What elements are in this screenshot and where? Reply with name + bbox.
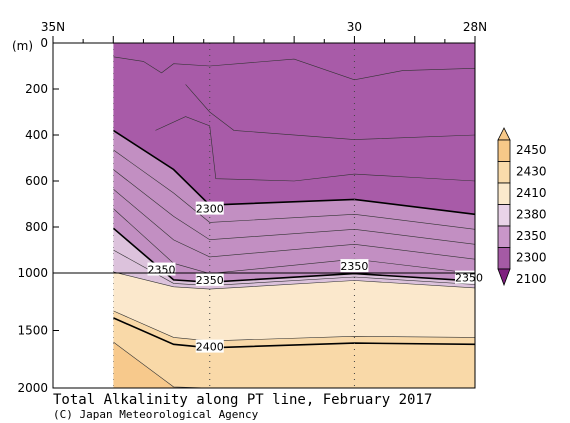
x-tick-label: 28N [463, 20, 487, 34]
y-tick-label: 600 [25, 174, 48, 188]
band-below-2300 [113, 43, 476, 215]
y-tick-label: 400 [25, 128, 48, 142]
thin-contour-upper-2 [185, 84, 476, 140]
contour-label-bg [454, 270, 483, 284]
contour-label: 2400 [196, 341, 224, 354]
contour-label-bg [195, 339, 224, 353]
x-axis: 35N 30 28N [41, 20, 487, 43]
thin-contour-upper-0 [113, 56, 476, 81]
legend-label: 2430 [516, 165, 547, 179]
contour-bands [113, 43, 476, 388]
chart-title: Total Alkalinity along PT line, February… [53, 392, 432, 408]
legend-label: 2300 [516, 251, 547, 265]
y-tick-label: 200 [25, 82, 48, 96]
legend-label: 2450 [516, 143, 547, 157]
y-tick-label: 1500 [17, 324, 48, 338]
no-data-region [53, 43, 114, 388]
band-2410-2430 [113, 310, 476, 388]
legend-swatch [497, 161, 511, 184]
copyright-credit: (C) Japan Meteorological Agency [53, 408, 259, 421]
x-tick-label: 35N [41, 20, 65, 34]
y-axis-label: (m) [12, 39, 33, 53]
contour-label-bg [195, 201, 224, 215]
legend-label: 2100 [516, 272, 547, 286]
thin-contour-2 [113, 188, 476, 260]
legend-label: 2410 [516, 186, 547, 200]
thin-contour-upper-1 [155, 116, 476, 182]
y-tick-label: 800 [25, 220, 48, 234]
contour-label: 2350 [148, 264, 176, 277]
legend-swatch [497, 247, 511, 270]
band-2430-2450 [113, 342, 476, 388]
contour-label: 2300 [196, 203, 224, 216]
contour-label: 2350 [340, 260, 368, 273]
legend-arrow-top [497, 127, 511, 141]
band-2380-2410 [113, 271, 476, 341]
legend-label: 2350 [516, 229, 547, 243]
legend-swatch [497, 182, 511, 205]
x-tick-label: 30 [347, 20, 362, 34]
legend-label: 2380 [516, 208, 547, 222]
thin-contour-0 [113, 149, 476, 230]
band-2350-2380 [113, 228, 476, 290]
legend-swatch [497, 225, 511, 248]
y-tick-label: 2000 [17, 381, 48, 395]
contour-label: 2350 [196, 274, 224, 287]
y-axis: (m) 0 200 400 600 800 1000 1500 2000 [12, 36, 59, 395]
contour-label-bg [147, 262, 176, 276]
y-tick-label: 1000 [17, 266, 48, 280]
legend-arrow-bottom [497, 268, 511, 287]
contour-label-bg [340, 259, 369, 273]
colorbar-legend: 2450 2430 2410 2380 2350 2300 2100 [497, 127, 547, 287]
contour-label: 2350 [455, 272, 483, 285]
contour-labels: 2300 2350 2350 2350 2350 2400 [53, 43, 483, 388]
band-2300-2350 [113, 130, 476, 283]
y-tick-label: 0 [40, 36, 48, 50]
contour-label-bg [195, 272, 224, 286]
thin-contour-1 [113, 169, 476, 245]
legend-swatch [497, 139, 511, 162]
legend-swatch [497, 204, 511, 227]
